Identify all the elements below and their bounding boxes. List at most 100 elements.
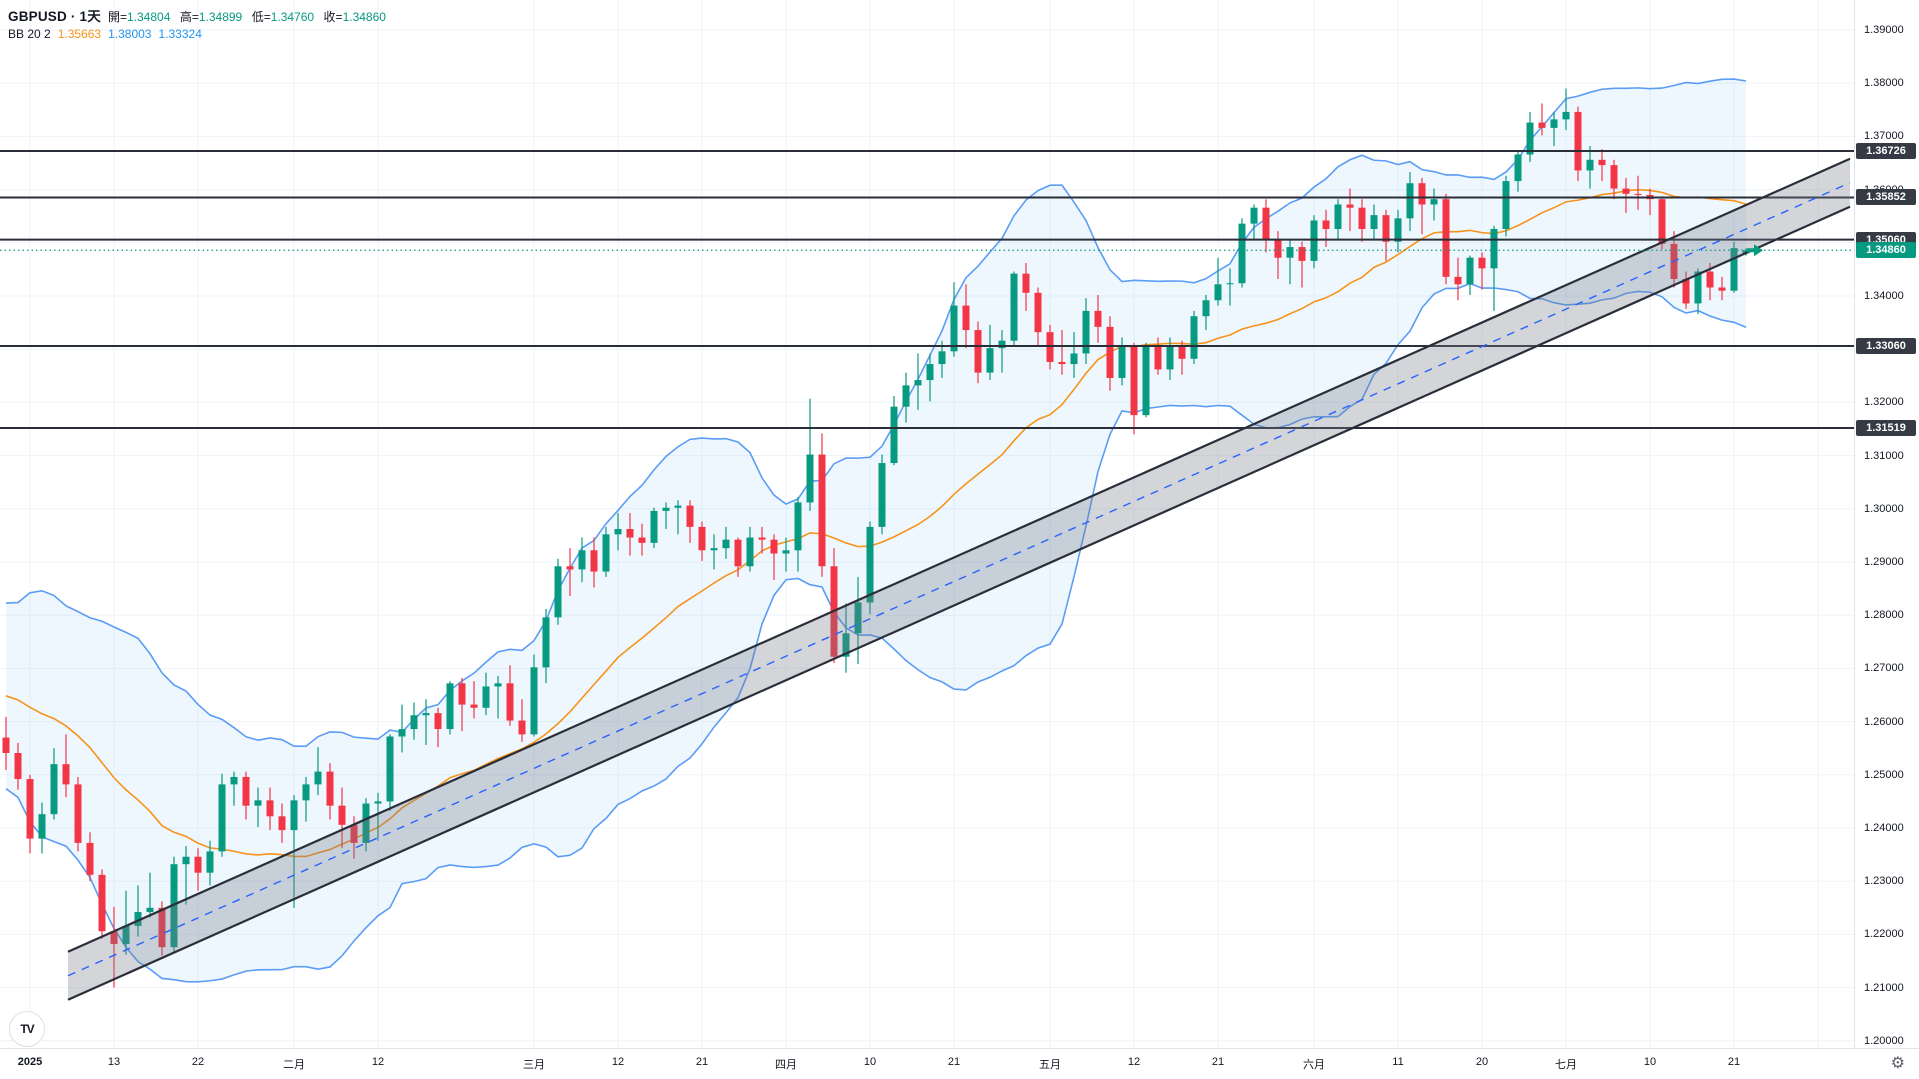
candle <box>590 537 598 588</box>
candle <box>1694 268 1702 315</box>
candle <box>602 526 610 577</box>
candle <box>1190 310 1198 365</box>
candle <box>50 748 58 820</box>
price-tick-label: 1.31000 <box>1864 449 1904 462</box>
low-value: 1.34760 <box>270 10 315 24</box>
tradingview-logo-glyph: TV <box>20 1022 34 1036</box>
candle <box>530 654 538 737</box>
high-label: 高= <box>179 10 199 24</box>
candle <box>1322 209 1330 248</box>
price-tick-label: 1.26000 <box>1864 715 1904 728</box>
tradingview-logo[interactable]: TV <box>9 1011 45 1047</box>
price-arrow-icon <box>1747 244 1763 257</box>
candle <box>1586 145 1594 189</box>
candle <box>314 747 322 796</box>
price-level-badge: 1.33060 <box>1856 338 1916 354</box>
candle <box>842 603 850 673</box>
candle <box>1046 324 1054 370</box>
price-axis[interactable]: 1.390001.380001.370001.360001.350001.340… <box>1854 0 1919 1048</box>
bb-lower-line <box>5 282 1747 983</box>
candle <box>398 704 406 753</box>
candle <box>1490 225 1498 311</box>
candle <box>206 840 214 886</box>
time-tick-label: 20 <box>1475 1056 1489 1068</box>
candle <box>1634 175 1642 210</box>
candle <box>1154 337 1162 375</box>
candle <box>974 321 982 384</box>
candle <box>878 454 886 535</box>
candle <box>458 677 466 732</box>
bb-lower-value: 1.33324 <box>158 27 202 41</box>
price-tick-label: 1.37000 <box>1864 130 1904 143</box>
candle <box>1430 188 1438 221</box>
candle <box>1226 268 1234 306</box>
candle <box>374 792 382 841</box>
candle <box>302 776 310 822</box>
symbol-row[interactable]: GBPUSD · 1天 開=1.34804 高=1.34899 低=1.3476… <box>8 5 386 27</box>
candle <box>1166 337 1174 381</box>
candle <box>1526 111 1534 162</box>
candle <box>1250 204 1258 240</box>
candle <box>1682 271 1690 309</box>
time-tick-label: 21 <box>1211 1056 1225 1068</box>
candle <box>230 771 238 806</box>
price-tick-label: 1.29000 <box>1864 556 1904 568</box>
candle <box>446 681 454 735</box>
price-level-badge: 1.35852 <box>1856 189 1916 206</box>
time-axis[interactable]: ⚙ 2025 13 22 二月 12 三月 12 21 四月 10 21 五月 12 21 六月 11 20 七月… <box>0 1048 1919 1079</box>
price-tick-label: 1.24000 <box>1864 822 1904 834</box>
candle <box>674 500 682 535</box>
close-label: 收= <box>323 10 343 24</box>
channel-upper-line[interactable] <box>67 157 1851 953</box>
time-tick-label: 12 <box>611 1056 625 1068</box>
candle <box>1214 257 1222 306</box>
time-tick-label: 13 <box>107 1056 121 1068</box>
candle <box>194 848 202 891</box>
candle <box>386 734 394 811</box>
gear-icon[interactable]: ⚙ <box>1890 1055 1905 1072</box>
price-tick-label: 1.34000 <box>1864 290 1904 302</box>
candle <box>902 372 910 423</box>
time-tick-label: 21 <box>1727 1056 1741 1068</box>
candle <box>806 398 814 511</box>
chart-legend: GBPUSD · 1天 開=1.34804 高=1.34899 低=1.3476… <box>8 5 386 49</box>
price-level-badge: 1.36726 <box>1856 142 1916 159</box>
candle <box>746 526 754 572</box>
candle <box>1130 342 1138 435</box>
channel-lower-line[interactable] <box>67 205 1851 1001</box>
time-tick-label: 六月 <box>1303 1059 1325 1071</box>
bb-upper-line <box>5 78 1747 747</box>
bb-fill <box>6 79 1746 982</box>
bb-basis-line <box>5 188 1747 858</box>
candle <box>278 803 286 843</box>
price-tick-label: 1.32000 <box>1864 396 1904 409</box>
candle <box>1142 342 1150 418</box>
symbol-title[interactable]: GBPUSD · 1天 <box>8 9 101 24</box>
candle <box>1262 199 1270 253</box>
current-price-badge: 1.34860 <box>1856 242 1916 259</box>
candle <box>998 330 1006 373</box>
candle <box>338 787 346 849</box>
time-tick-label: 12 <box>371 1056 385 1068</box>
candle <box>1034 287 1042 347</box>
time-tick-label: 2025 <box>17 1056 43 1068</box>
candle <box>1058 330 1066 375</box>
candle <box>638 523 646 556</box>
candle <box>470 681 478 719</box>
time-tick-label: 10 <box>863 1056 877 1068</box>
candle <box>650 507 658 549</box>
indicator-row[interactable]: BB 20 2 1.35663 1.38003 1.33324 <box>8 27 386 49</box>
candle <box>62 734 70 798</box>
candle <box>110 906 118 988</box>
candle <box>854 576 862 665</box>
candle <box>98 869 106 939</box>
open-label: 開= <box>107 10 127 24</box>
candle <box>1094 294 1102 343</box>
candle <box>818 433 826 577</box>
indicator-name[interactable]: BB 20 2 <box>8 27 51 41</box>
candle <box>758 526 766 554</box>
candle <box>134 885 142 937</box>
time-tick-label: 五月 <box>1039 1059 1061 1071</box>
candle <box>734 537 742 577</box>
candle <box>626 513 634 556</box>
